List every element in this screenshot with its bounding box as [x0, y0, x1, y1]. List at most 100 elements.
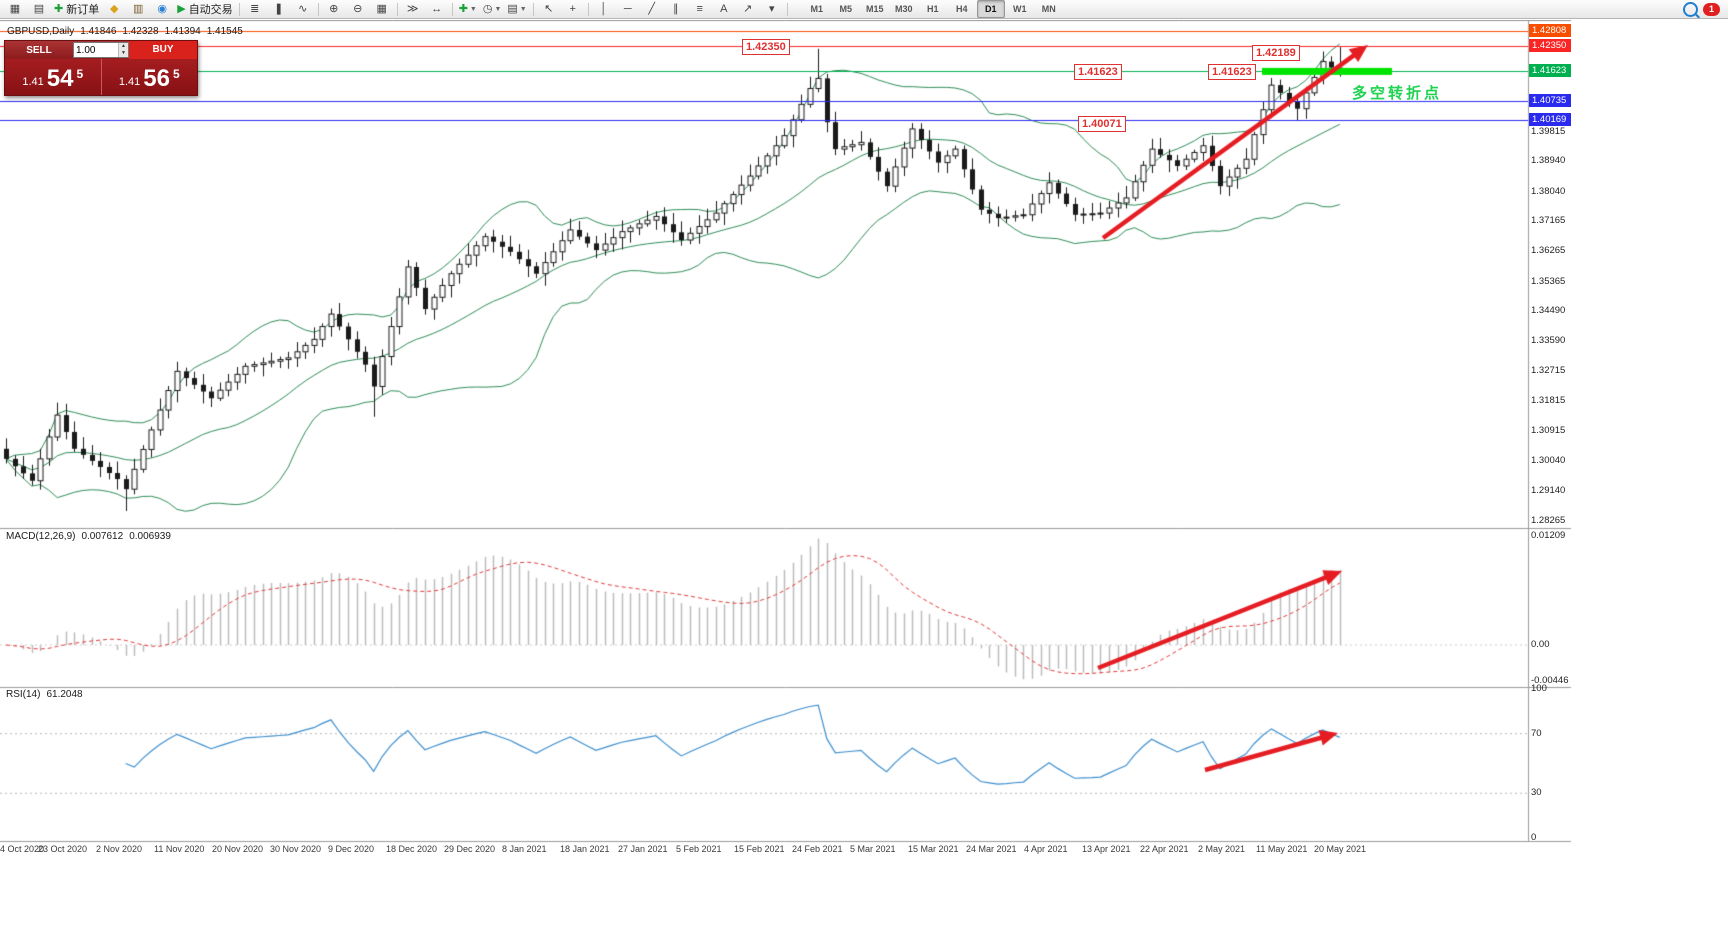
- trendline-icon[interactable]: ╱: [640, 0, 664, 18]
- price-scale-tick: 1.30040: [1531, 454, 1566, 466]
- price-callout-label[interactable]: 1.40071: [1078, 116, 1126, 133]
- crosshair-icon[interactable]: +: [561, 0, 585, 18]
- cursor-icon: ↖: [544, 3, 554, 15]
- date-axis-label: 11 May 2021: [1256, 844, 1308, 854]
- history-center-icon[interactable]: ▥: [126, 0, 150, 18]
- price-callout-label[interactable]: 1.42189: [1252, 44, 1300, 61]
- candles-chart-icon[interactable]: ❚: [267, 0, 291, 18]
- high-value: 1.42328: [122, 26, 159, 37]
- autotrading-button[interactable]: ▶ 自动交易: [174, 0, 235, 18]
- rsi-scale-tick: 30: [1531, 787, 1542, 799]
- bars-chart-icon: ≣: [250, 3, 260, 15]
- periods-button-dropdown-icon[interactable]: ▼: [494, 5, 502, 13]
- timeframe-m5[interactable]: M5: [839, 4, 852, 14]
- metaeditor-icon: ◆: [109, 3, 119, 15]
- date-axis-label: 20 May 2021: [1314, 844, 1367, 854]
- metaeditor-icon[interactable]: ◆: [102, 0, 126, 18]
- auto-scroll-icon[interactable]: ≫: [401, 0, 425, 18]
- date-axis-label: 4 Apr 2021: [1024, 844, 1068, 854]
- timeframe-d1[interactable]: D1: [976, 0, 1005, 18]
- sell-price-fraction: 5: [76, 67, 84, 81]
- macd-scale-tick: -0.00446: [1531, 675, 1569, 687]
- trendline-icon: ╱: [648, 3, 656, 15]
- volume-spinner[interactable]: ▲ ▼: [118, 43, 128, 57]
- macd-name: MACD(12,26,9): [6, 531, 76, 542]
- date-axis-label: 15 Feb 2021: [734, 844, 785, 854]
- price-scale-tick: 1.30915: [1531, 425, 1566, 437]
- periods-button[interactable]: ◷ ▼: [480, 0, 505, 18]
- date-axis-label: 18 Dec 2020: [386, 844, 438, 854]
- cursor-icon[interactable]: ↖: [537, 0, 561, 18]
- horizontal-line-icon[interactable]: ─: [616, 0, 640, 18]
- vertical-line-icon[interactable]: │: [592, 0, 616, 18]
- date-axis-label: 4 Oct 2020: [0, 844, 45, 854]
- price-chart-canvas[interactable]: [0, 20, 1728, 939]
- price-scale-tick: 1.28265: [1531, 514, 1566, 526]
- history-center-icon: ▥: [133, 3, 144, 15]
- price-callout-label[interactable]: 1.41623: [1074, 63, 1122, 80]
- tile-windows-icon: ▦: [376, 3, 387, 15]
- date-axis-label: 24 Mar 2021: [966, 844, 1017, 854]
- date-axis-label: 13 Apr 2021: [1082, 844, 1131, 854]
- price-callout-label[interactable]: 1.42350: [742, 39, 790, 56]
- sell-price-button[interactable]: 1.41 54 5: [5, 59, 102, 95]
- price-callout-label[interactable]: 1.41623: [1208, 63, 1256, 80]
- bars-chart-icon[interactable]: ≣: [243, 0, 267, 18]
- rsi-scale-tick: 100: [1531, 683, 1547, 694]
- timeframe-w1[interactable]: W1: [1012, 4, 1027, 14]
- toolbar-separator: [238, 2, 240, 16]
- date-axis-label: 5 Feb 2021: [676, 844, 722, 854]
- autotrading-button: ▶: [177, 3, 186, 15]
- line-chart-icon[interactable]: ∿: [291, 0, 315, 18]
- alerts-icon[interactable]: ◉: [150, 0, 174, 18]
- date-axis-label: 2 Nov 2020: [96, 844, 143, 854]
- timeframe-h4[interactable]: H4: [955, 4, 968, 14]
- volume-input[interactable]: [74, 44, 116, 56]
- indicators-button[interactable]: ✚ ▼: [456, 0, 480, 18]
- date-axis-label: 9 Dec 2020: [328, 844, 375, 854]
- spin-down-icon[interactable]: ▼: [118, 50, 128, 57]
- buy-button[interactable]: BUY: [129, 41, 197, 59]
- fibonacci-icon: ≡: [696, 3, 703, 15]
- fibonacci-icon[interactable]: ≡: [688, 0, 712, 18]
- buy-price-fraction: 5: [172, 67, 180, 81]
- toolbar-separator: [587, 2, 589, 16]
- channel-icon: ∥: [672, 3, 679, 15]
- new-order-button[interactable]: ✚ 新订单: [51, 0, 102, 18]
- notification-badge[interactable]: 1: [1703, 2, 1720, 16]
- date-axis-label: 30 Nov 2020: [270, 844, 322, 854]
- tile-windows-icon[interactable]: ▦: [370, 0, 394, 18]
- zoom-out-icon[interactable]: ⊖: [346, 0, 370, 18]
- market-watch-icon: ▤: [33, 3, 45, 15]
- date-axis-label: 18 Jan 2021: [560, 844, 610, 854]
- market-watch-icon[interactable]: ▤: [27, 0, 51, 18]
- charts-icon[interactable]: ▦: [3, 0, 27, 18]
- timeframe-mn[interactable]: MN: [1041, 4, 1056, 14]
- chart-shift-icon[interactable]: ↔: [425, 0, 449, 18]
- date-axis-label: 8 Jan 2021: [502, 844, 547, 854]
- timeframe-m1[interactable]: M1: [810, 4, 823, 14]
- zoom-in-icon[interactable]: ⊕: [322, 0, 346, 18]
- timeframe-m30[interactable]: M30: [894, 4, 913, 14]
- price-scale-tick: 1.29140: [1531, 485, 1566, 497]
- price-scale-tick: 1.36265: [1531, 245, 1566, 257]
- indicators-button-dropdown-icon[interactable]: ▼: [469, 5, 477, 13]
- channel-icon[interactable]: ∥: [664, 0, 688, 18]
- annotation-bull-bear-turning-point[interactable]: 多空转折点: [1352, 85, 1443, 102]
- spin-up-icon[interactable]: ▲: [118, 43, 128, 50]
- buy-price-button[interactable]: 1.41 56 5: [101, 59, 197, 95]
- timeframe-m15[interactable]: M15: [865, 4, 884, 14]
- date-axis-label: 11 Nov 2020: [154, 844, 205, 854]
- timeframe-h1[interactable]: H1: [926, 4, 939, 14]
- buy-price-base: 1.41: [118, 76, 141, 88]
- shapes-dropdown-icon[interactable]: ▾: [760, 0, 784, 18]
- sell-button[interactable]: SELL: [26, 44, 52, 56]
- date-axis-label: 2 May 2021: [1198, 844, 1246, 854]
- price-scale-badge: 1.42350: [1529, 39, 1571, 53]
- search-icon[interactable]: [1683, 1, 1698, 17]
- new-order-button: ✚: [54, 3, 64, 15]
- arrows-tool-icon[interactable]: ↗: [736, 0, 760, 18]
- text-icon[interactable]: A: [712, 0, 736, 18]
- templates-button-dropdown-icon[interactable]: ▼: [519, 5, 527, 13]
- templates-button[interactable]: ▤ ▼: [504, 0, 529, 18]
